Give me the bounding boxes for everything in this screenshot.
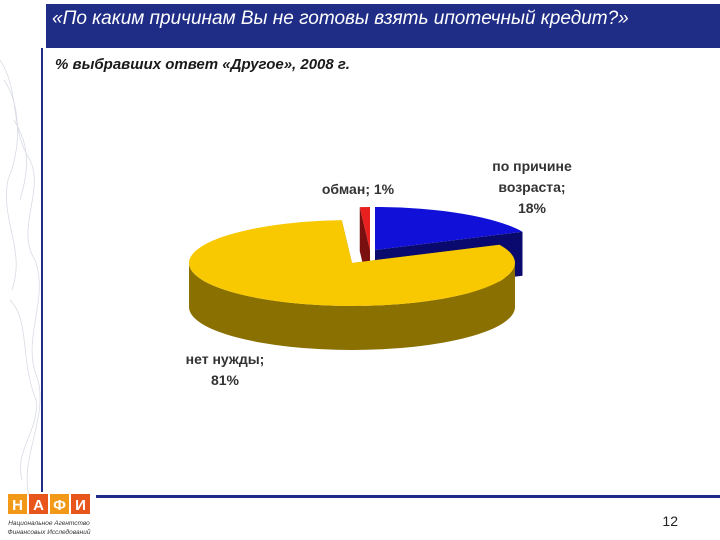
logo-tagline-1: Национальное Агентство — [8, 520, 90, 527]
pie-label-none: нет нужды; — [186, 351, 265, 367]
pie-value-none: 81% — [211, 372, 240, 388]
pie-value-fraud: 1% — [374, 181, 395, 197]
page-number: 12 — [662, 513, 678, 529]
pie-value-age: 18% — [518, 200, 547, 216]
pie-slices — [188, 207, 523, 350]
logo-letter-3: Ф — [53, 497, 66, 514]
pie-label-age-line1: по причине возраста; — [492, 158, 572, 195]
left-vertical-rule — [41, 48, 43, 492]
pie-label-fraud: обман; 1% — [322, 181, 395, 197]
pie-label-fraud-sep: ; — [365, 181, 374, 197]
logo-tagline-2: Финансовых Исследований — [8, 528, 91, 536]
pie-slice-age — [375, 207, 523, 250]
logo-blocks — [8, 494, 90, 514]
logo-letter-1: Н — [12, 497, 23, 514]
logo-letter-2: А — [33, 497, 44, 514]
slide-subtitle: % выбравших ответ «Другое», 2008 г. — [55, 56, 350, 73]
nafi-logo: Н А Ф И Национальное Агентство Финансовы… — [8, 494, 91, 536]
pie-label-fraud-name: обман — [322, 181, 365, 197]
pie-slice-fraud — [359, 207, 370, 250]
bottom-rule — [96, 495, 720, 498]
pie-slice-none — [188, 220, 515, 306]
logo-letter-4: И — [75, 497, 86, 514]
title-bar: «По каким причинам Вы не готовы взять ип… — [46, 4, 720, 48]
slide-title: «По каким причинам Вы не готовы взять ип… — [52, 8, 629, 29]
